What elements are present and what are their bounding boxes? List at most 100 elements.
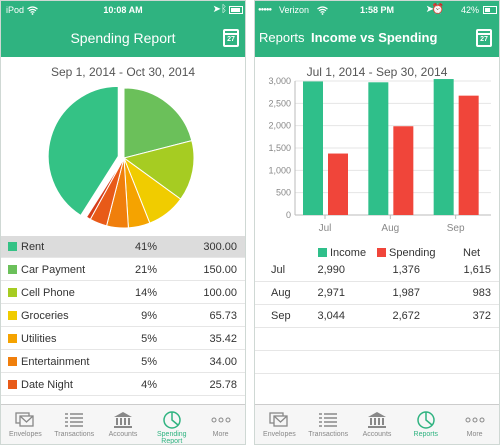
spending-color-swatch [377,248,386,257]
category-amount: 300.00 [203,241,237,253]
spending-bar[interactable] [328,153,348,215]
wifi-icon [317,6,328,15]
category-row-groceries[interactable]: Groceries 9% 65.73 [1,305,245,327]
category-name: Rent [21,241,45,253]
row-income: 2,971 [317,287,345,299]
category-name: Groceries [21,310,69,322]
envelopes-icon [15,412,35,427]
tab-label: Accounts [108,431,138,438]
pie-slice[interactable] [123,87,193,159]
tab-reports[interactable]: Reports [401,405,450,444]
tab-label: Transactions [54,431,95,438]
income-spending-bar-chart[interactable]: 0 500 1,000 1,500 2,000 2,500 3,000 Jul Aug Sep [255,71,500,241]
y-tick-label: 500 [276,188,291,198]
tab-label: Spending Report [156,431,187,445]
y-tick-label: 1,000 [268,165,291,175]
location-icon: ➤ [425,4,434,15]
envelopes-icon [269,412,289,427]
tab-transactions[interactable]: Transactions [304,405,353,444]
nav-bar: Reports Income vs Spending 27 [255,21,499,57]
battery-percent: 42% [460,5,479,15]
carrier-label: Verizon [279,5,310,15]
category-percent: 4% [141,379,157,391]
income-bar[interactable] [368,82,389,215]
row-spending: 1,376 [392,264,420,276]
category-row-car-payment[interactable]: Car Payment 21% 150.00 [1,259,245,281]
tab-bar: Envelopes Transactions Accounts Spending… [1,404,245,444]
category-percent: 5% [141,333,157,345]
row-net: 983 [472,287,491,299]
tab-label: Accounts [362,431,392,438]
tab-bar: Envelopes Transactions Accounts Reports … [255,404,499,444]
row-income: 3,044 [317,310,345,322]
tab-label: Envelopes [263,431,296,438]
category-row-utilities[interactable]: Utilities 5% 35.42 [1,328,245,350]
reports-icon [417,411,435,429]
pie-slice[interactable] [122,139,195,200]
category-name: Car Payment [21,264,86,276]
pie-slice[interactable] [47,85,119,217]
pie-slice[interactable] [85,157,125,221]
y-tick-label: 0 [286,210,291,220]
category-percent: 14% [134,287,157,299]
summary-row-sep[interactable]: Sep 3,044 2,672 372 [255,305,499,328]
row-net: 372 [472,310,491,322]
location-icon: ➤ [212,4,221,15]
category-name: Cell Phone [21,287,75,299]
category-percent: 5% [141,356,157,368]
entertainment-color-swatch [8,357,17,366]
more-icon [465,417,485,423]
summary-row-aug[interactable]: Aug 2,971 1,987 983 [255,282,499,305]
category-amount: 150.00 [203,264,237,276]
battery-icon [483,6,497,14]
x-tick-label: Aug [381,223,399,234]
row-month: Sep [271,310,291,322]
nav-bar: Spending Report 27 [1,21,245,57]
spending-report-screen: iPod 10:08 AM ➤ ᛒ Spending Report 27 Sep… [0,0,246,445]
rent-color-swatch [8,242,17,251]
category-amount: 25.78 [209,379,237,391]
alarm-icon: ⏰ [431,4,444,15]
status-bar: ●●●●● Verizon 1:58 PM ➤ ⏰ 42% [255,1,499,21]
tab-label: Reports [413,431,439,438]
reports-back-button[interactable]: Reports [259,30,305,45]
tab-transactions[interactable]: Transactions [50,405,99,444]
tab-more[interactable]: More [450,405,499,444]
date-night-color-swatch [8,380,17,389]
spending-pie-chart[interactable] [1,83,246,233]
date-range: Jul 1, 2014 - Sep 30, 2014 [306,65,448,79]
category-row-entertainment[interactable]: Entertainment 5% 34.00 [1,351,245,373]
category-row-rent[interactable]: Rent 41% 300.00 [1,236,245,258]
category-amount: 100.00 [203,287,237,299]
empty-row [255,328,499,351]
category-percent: 41% [134,241,157,253]
tab-envelopes[interactable]: Envelopes [255,405,304,444]
income-bar[interactable] [303,81,323,215]
row-net: 1,615 [463,264,491,276]
category-name: Date Night [21,379,73,391]
tab-label: More [212,431,229,438]
car-payment-color-swatch [8,265,17,274]
tab-label: Transactions [308,431,349,438]
bluetooth-icon: ᛒ [221,4,227,15]
spending-bar[interactable] [393,126,414,215]
summary-row-jul[interactable]: Jul 2,990 1,376 1,615 [255,259,499,282]
tab-spending-report[interactable]: Spending Report [147,405,196,444]
tab-accounts[interactable]: Accounts [353,405,402,444]
groceries-color-swatch [8,311,17,320]
calendar-icon[interactable]: 27 [223,29,239,47]
spending-bar[interactable] [458,95,479,215]
tab-envelopes[interactable]: Envelopes [1,405,50,444]
tab-more[interactable]: More [196,405,245,444]
status-time: 1:58 PM [359,5,394,15]
utilities-color-swatch [8,334,17,343]
empty-row [255,351,499,374]
calendar-icon[interactable]: 27 [476,29,492,47]
y-tick-label: 2,500 [268,98,291,108]
wifi-icon [27,6,38,15]
category-row-date-night[interactable]: Date Night 4% 25.78 [1,374,245,396]
income-bar[interactable] [433,79,454,215]
legend-net: Net [463,247,481,259]
tab-accounts[interactable]: Accounts [99,405,148,444]
category-row-cell-phone[interactable]: Cell Phone 14% 100.00 [1,282,245,304]
